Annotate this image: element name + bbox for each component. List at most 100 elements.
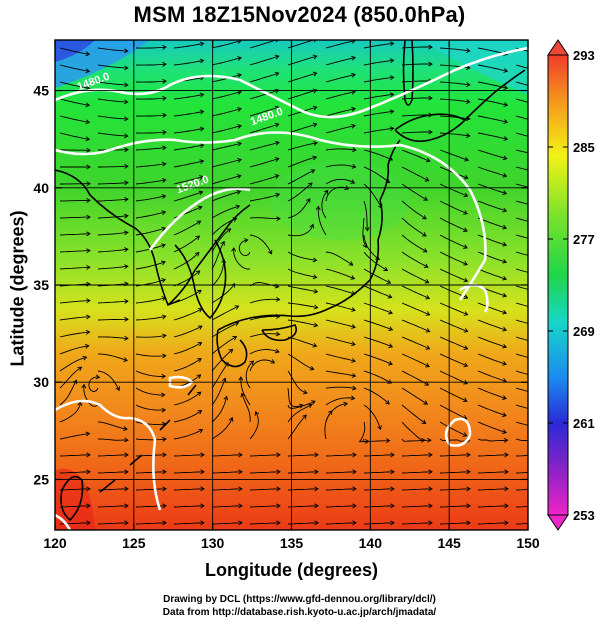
streamline bbox=[515, 217, 528, 222]
streamline-arrow bbox=[254, 411, 260, 416]
streamline-arrow bbox=[275, 140, 280, 146]
streamline-arrow bbox=[86, 231, 91, 237]
streamline bbox=[439, 98, 470, 103]
streamline bbox=[287, 488, 319, 491]
streamline-arrow bbox=[542, 439, 546, 443]
streamline bbox=[325, 268, 355, 280]
streamline bbox=[211, 454, 243, 457]
streamline bbox=[135, 131, 167, 134]
streamline bbox=[325, 386, 356, 390]
streamline-arrow bbox=[124, 163, 129, 169]
streamline-arrow bbox=[385, 399, 390, 405]
streamline-arrow bbox=[124, 196, 129, 202]
streamline bbox=[477, 166, 507, 177]
streamline-arrow bbox=[85, 85, 91, 91]
streamline bbox=[59, 81, 90, 89]
streamline bbox=[59, 356, 87, 372]
streamline-arrow bbox=[86, 164, 91, 170]
streamline bbox=[325, 370, 356, 377]
streamline bbox=[59, 331, 90, 338]
streamline bbox=[515, 115, 528, 120]
streamline-arrow bbox=[162, 61, 167, 67]
streamline bbox=[325, 285, 356, 295]
streamline bbox=[477, 319, 507, 331]
streamline-arrow bbox=[237, 107, 242, 112]
streamline-arrow bbox=[276, 520, 281, 526]
streamline-arrow bbox=[274, 348, 280, 354]
streamline bbox=[325, 336, 356, 346]
streamline-arrow bbox=[502, 292, 508, 298]
streamline-arrow bbox=[541, 53, 545, 57]
streamline-arrow bbox=[124, 180, 129, 186]
streamline-arrow bbox=[275, 192, 281, 198]
colorbar-scale bbox=[547, 54, 569, 516]
streamline bbox=[363, 268, 391, 284]
streamline-arrow bbox=[425, 311, 431, 316]
streamline-arrow bbox=[425, 328, 431, 333]
streamline bbox=[173, 308, 203, 321]
streamline bbox=[287, 302, 318, 309]
streamline bbox=[439, 115, 470, 120]
streamline bbox=[515, 200, 528, 205]
streamline-arrow bbox=[238, 452, 243, 458]
streamline bbox=[477, 234, 507, 246]
streamline bbox=[135, 353, 166, 357]
streamline bbox=[287, 268, 317, 278]
streamline-arrow bbox=[275, 40, 279, 43]
streamline bbox=[363, 522, 395, 525]
streamline bbox=[325, 488, 357, 491]
streamline-arrow bbox=[238, 376, 244, 381]
streamline-arrow bbox=[542, 154, 546, 158]
streamline-arrow bbox=[541, 291, 545, 295]
streamline-arrow bbox=[194, 252, 200, 257]
streamline-arrow bbox=[465, 82, 471, 88]
streamline-arrow bbox=[465, 48, 471, 54]
streamline-arrow bbox=[124, 99, 129, 105]
x-tick-label: 140 bbox=[359, 535, 383, 551]
streamline bbox=[249, 174, 279, 185]
streamline-arrow bbox=[197, 358, 202, 363]
streamline-arrow bbox=[351, 341, 356, 347]
streamline bbox=[249, 359, 275, 372]
streamline bbox=[59, 300, 90, 304]
streamline-arrow bbox=[124, 213, 129, 219]
streamline-arrow bbox=[276, 486, 281, 492]
streamline-arrow bbox=[161, 373, 167, 379]
streamline bbox=[97, 454, 129, 457]
streamline-arrow bbox=[197, 341, 203, 347]
streamline-arrow bbox=[504, 503, 509, 509]
streamline bbox=[59, 250, 91, 253]
streamline bbox=[363, 454, 395, 457]
streamline bbox=[363, 505, 395, 508]
streamline bbox=[249, 72, 279, 83]
streamline bbox=[325, 505, 357, 508]
streamline bbox=[173, 42, 204, 49]
streamline-arrow bbox=[267, 249, 273, 255]
streamline-arrow bbox=[312, 122, 318, 128]
y-axis-ticks: 25 30 35 40 45 bbox=[33, 83, 528, 487]
streamline-arrow bbox=[463, 174, 469, 180]
streamline bbox=[325, 251, 354, 266]
streamline bbox=[515, 455, 528, 457]
streamline bbox=[439, 522, 471, 525]
streamline bbox=[97, 370, 120, 391]
streamline bbox=[173, 220, 201, 236]
streamline-arrow bbox=[199, 109, 205, 115]
x-axis-ticks: 120 125 130 135 140 145 150 bbox=[43, 40, 540, 551]
streamline-arrow bbox=[199, 41, 205, 47]
streamline bbox=[325, 178, 355, 185]
streamline-arrow bbox=[236, 189, 242, 195]
colorbar-bottom-arrow bbox=[547, 514, 569, 531]
streamline-arrow bbox=[86, 503, 91, 509]
streamline-arrow bbox=[351, 307, 356, 312]
streamline bbox=[249, 217, 280, 220]
streamline-arrow bbox=[502, 429, 507, 434]
streamline bbox=[325, 91, 356, 100]
streamline-arrow bbox=[199, 143, 205, 148]
streamline-arrow bbox=[199, 175, 204, 180]
streamline bbox=[287, 198, 311, 219]
streamline-arrow bbox=[196, 374, 202, 379]
streamline bbox=[325, 353, 356, 362]
streamline bbox=[135, 114, 167, 117]
streamline-arrow bbox=[86, 264, 91, 270]
